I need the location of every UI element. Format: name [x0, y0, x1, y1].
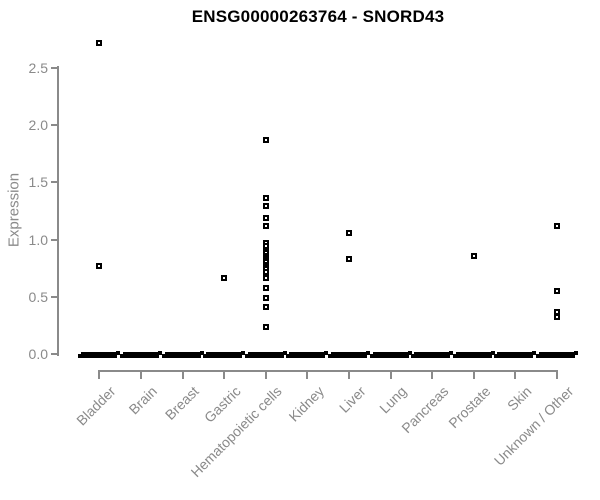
- x-axis-tick: [389, 372, 392, 379]
- zero-expression-band: [203, 351, 246, 358]
- y-axis-tick: [51, 353, 57, 355]
- data-point: [96, 262, 103, 269]
- y-tick-label: 2.5: [28, 60, 48, 76]
- y-axis-line: [56, 66, 59, 356]
- zero-expression-band: [161, 351, 204, 358]
- data-point: [553, 288, 560, 295]
- zero-expression-band: [494, 351, 537, 358]
- data-point: [262, 137, 269, 144]
- chart-title: ENSG00000263764 - SNORD43: [191, 7, 445, 26]
- data-point: [262, 323, 269, 330]
- data-point: [553, 308, 560, 315]
- x-category-label: Brain: [125, 383, 161, 418]
- x-category-label: Bladder: [73, 383, 119, 429]
- x-axis-tick: [347, 372, 350, 379]
- x-category-label: Prostate: [444, 383, 494, 432]
- x-axis-tick: [98, 372, 101, 379]
- y-tick-label: 0.5: [28, 288, 48, 305]
- data-point: [262, 222, 269, 229]
- data-point: [262, 214, 269, 221]
- data-point: [262, 304, 269, 311]
- zero-expression-band: [327, 351, 370, 358]
- y-axis-tick: [51, 238, 57, 241]
- x-category-label: Breast: [161, 383, 202, 423]
- data-point: [345, 229, 352, 236]
- x-category-label: Skin: [504, 383, 535, 414]
- y-axis-tick: [51, 181, 57, 184]
- data-point: [262, 268, 269, 275]
- x-axis-line: [98, 370, 558, 372]
- data-point: [262, 275, 269, 282]
- x-category-label: Lung: [376, 383, 410, 417]
- zero-expression-band: [78, 351, 121, 358]
- zero-expression-band: [411, 351, 454, 358]
- y-tick-label: 1.5: [28, 174, 48, 191]
- data-point: [221, 275, 228, 282]
- data-point: [262, 284, 269, 291]
- x-category-label: Kidney: [285, 383, 327, 425]
- data-point: [345, 256, 352, 263]
- data-point: [96, 39, 103, 46]
- x-axis-tick: [139, 372, 142, 379]
- y-axis-tick: [51, 124, 57, 127]
- data-point: [262, 195, 269, 202]
- zero-expression-band: [244, 351, 287, 358]
- y-axis-tick: [51, 295, 57, 298]
- x-axis-tick: [181, 372, 184, 379]
- x-axis-tick: [514, 372, 517, 379]
- x-category-label: Unknown / Other: [490, 383, 577, 469]
- y-tick-label: 1.0: [28, 231, 48, 248]
- zero-expression-band: [452, 351, 495, 358]
- zero-expression-band: [535, 351, 578, 358]
- x-axis-tick: [472, 372, 475, 379]
- data-point: [262, 294, 269, 301]
- y-tick-label: 0.0: [28, 346, 48, 362]
- data-point: [553, 222, 560, 229]
- x-axis-tick: [431, 372, 434, 379]
- y-tick-label: 2.0: [28, 117, 48, 134]
- data-point: [553, 314, 560, 321]
- zero-expression-band: [119, 351, 162, 358]
- x-axis-tick: [264, 372, 267, 379]
- data-point: [470, 252, 477, 259]
- x-axis-tick: [306, 372, 309, 379]
- zero-expression-band: [286, 351, 329, 358]
- data-point: [262, 203, 269, 210]
- x-axis-tick: [555, 372, 558, 379]
- x-category-label: Liver: [335, 383, 369, 416]
- zero-expression-band: [369, 351, 412, 358]
- y-axis-tick: [51, 67, 57, 69]
- x-axis-tick: [223, 372, 226, 379]
